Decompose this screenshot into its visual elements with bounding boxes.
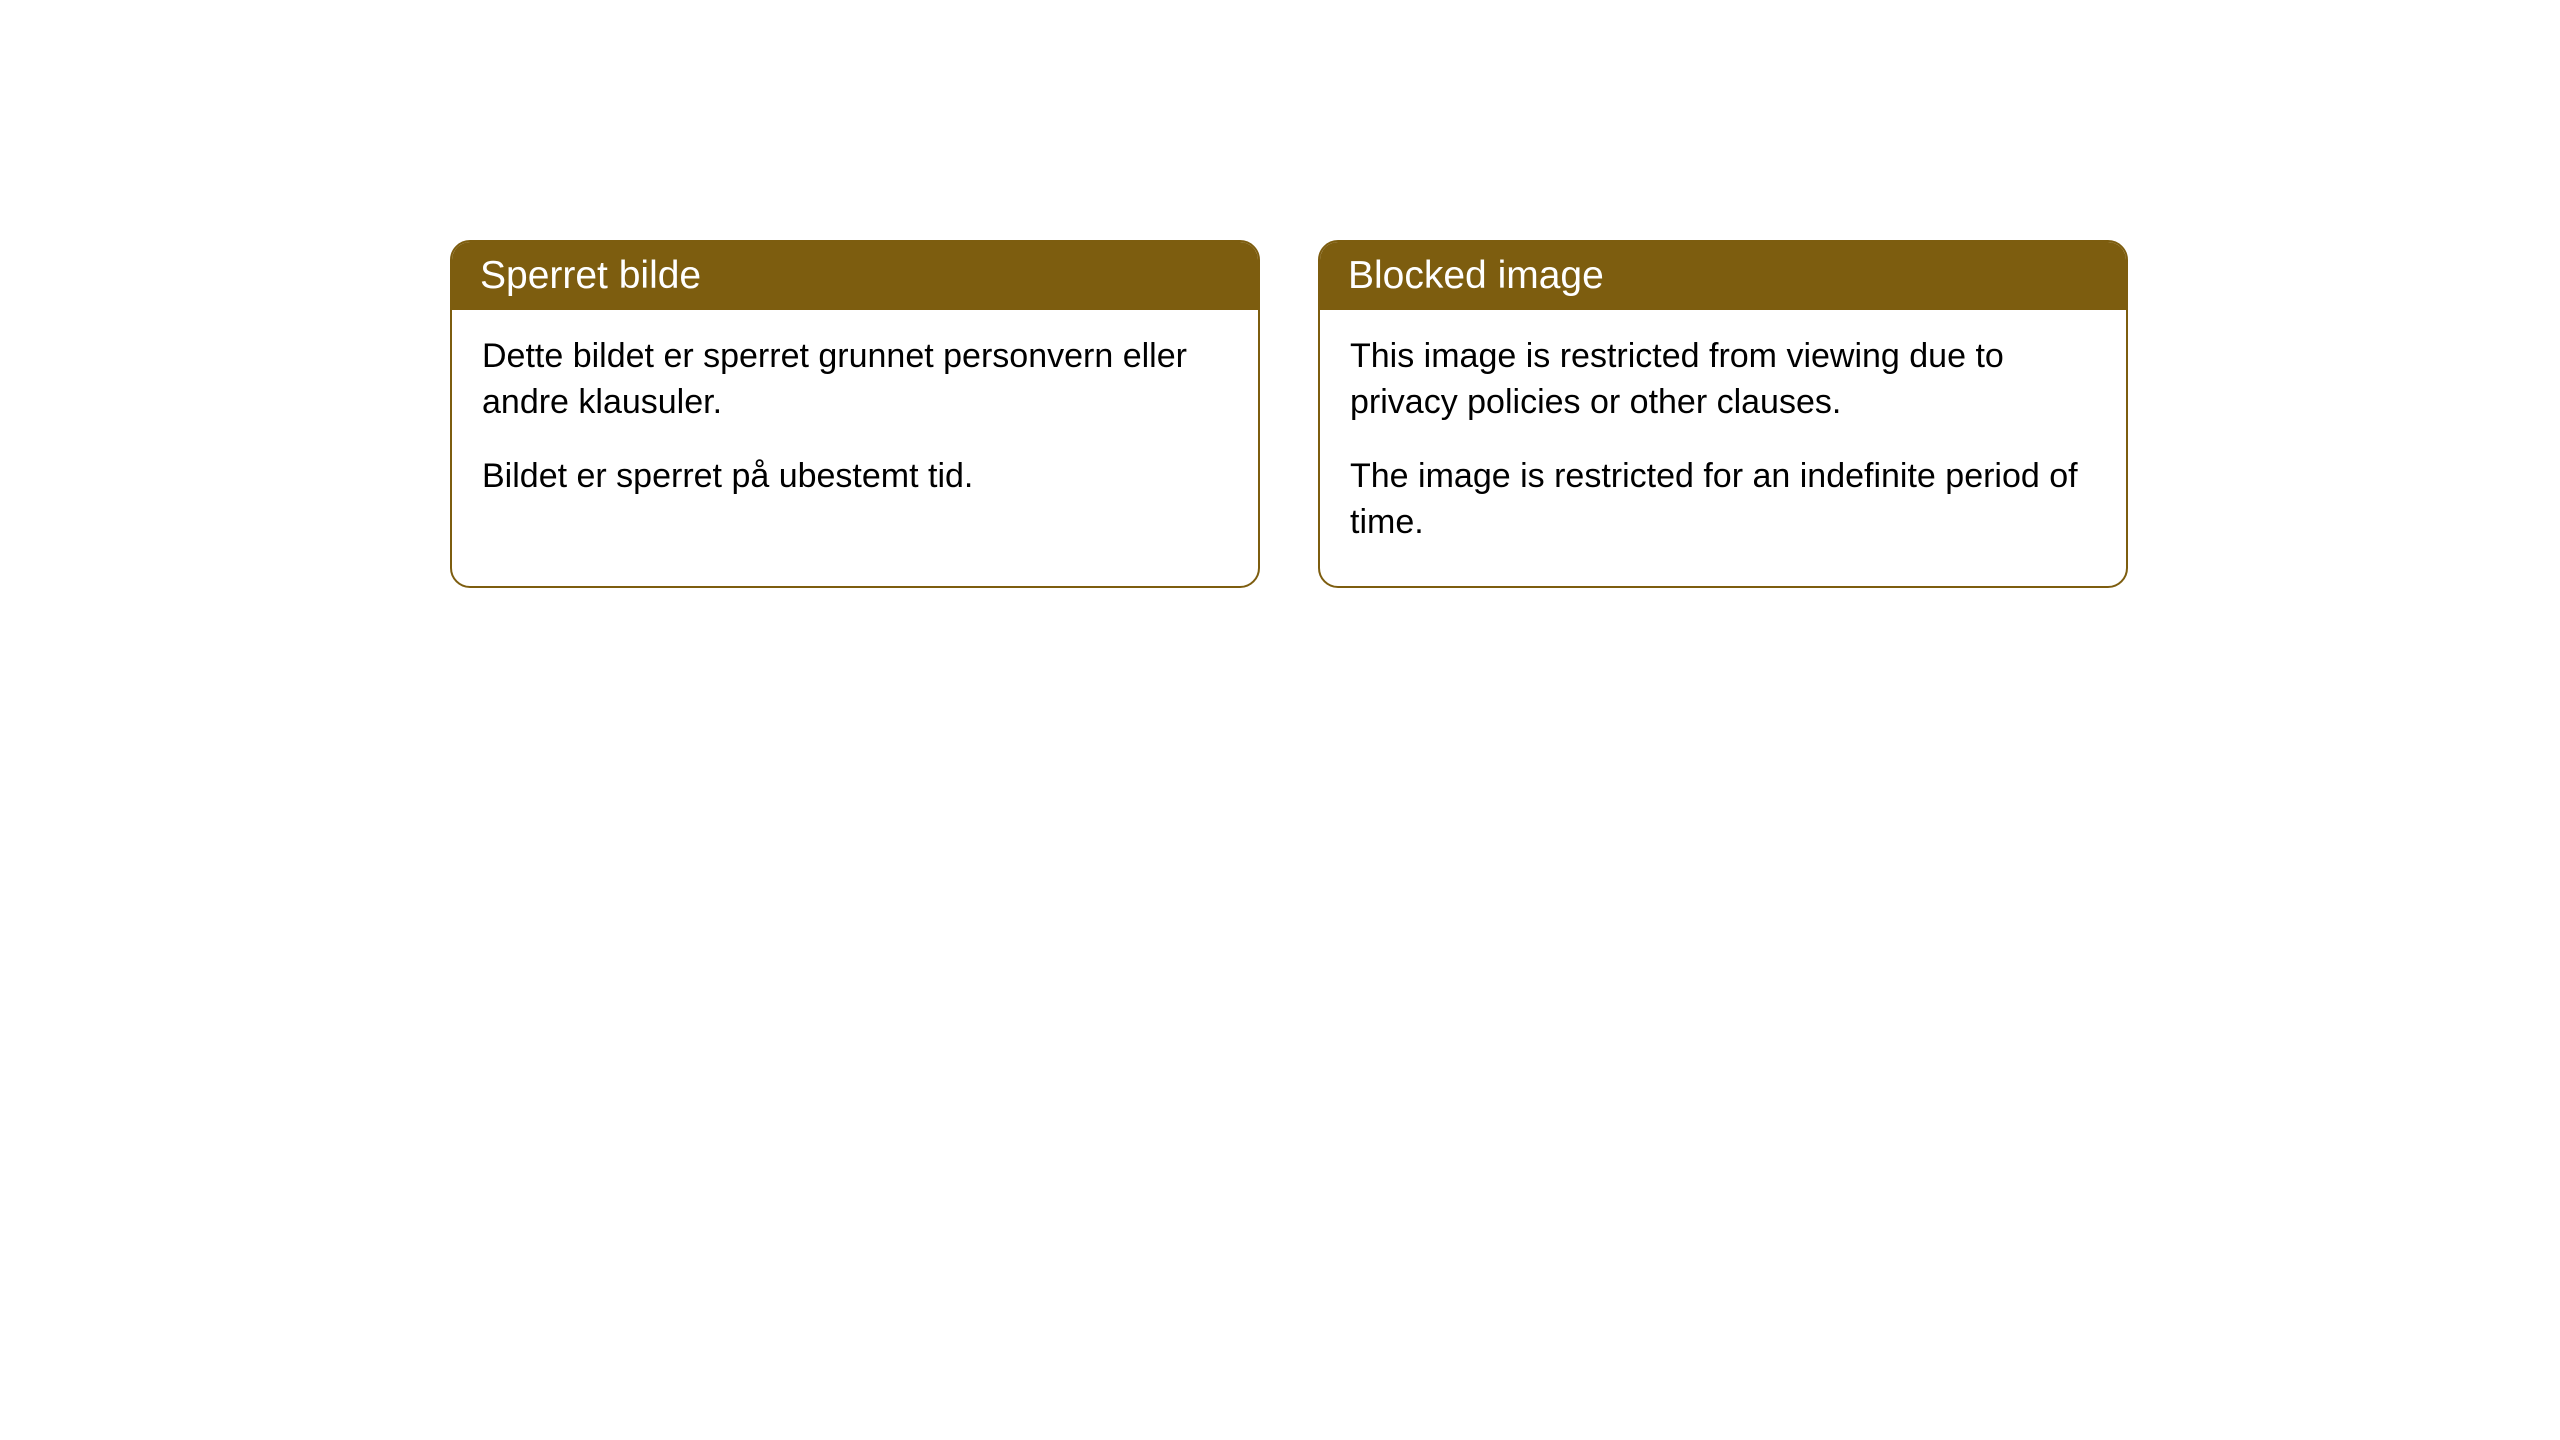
card-paragraph: This image is restricted from viewing du… [1350,334,2096,426]
card-title: Blocked image [1348,254,1604,297]
notice-card-english: Blocked image This image is restricted f… [1318,240,2128,588]
card-header: Blocked image [1320,242,2126,310]
card-paragraph: The image is restricted for an indefinit… [1350,454,2096,546]
card-body: Dette bildet er sperret grunnet personve… [452,310,1258,540]
notice-card-norwegian: Sperret bilde Dette bildet er sperret gr… [450,240,1260,588]
card-header: Sperret bilde [452,242,1258,310]
card-body: This image is restricted from viewing du… [1320,310,2126,586]
notice-cards-container: Sperret bilde Dette bildet er sperret gr… [450,240,2128,588]
card-paragraph: Dette bildet er sperret grunnet personve… [482,334,1228,426]
card-paragraph: Bildet er sperret på ubestemt tid. [482,454,1228,500]
card-title: Sperret bilde [480,254,701,297]
